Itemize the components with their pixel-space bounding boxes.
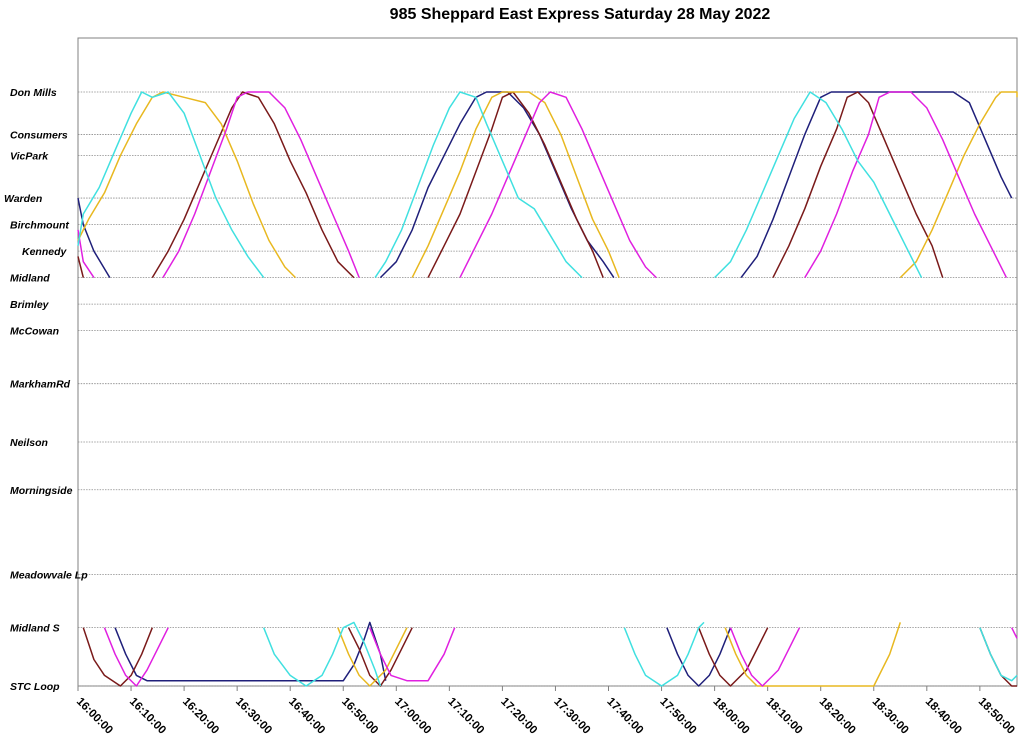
y-stop-label: VicPark bbox=[10, 151, 49, 163]
series-0-trip-1 bbox=[114, 621, 387, 682]
series-1-trip-5 bbox=[698, 627, 769, 687]
y-stop-label: Morningside bbox=[10, 485, 73, 497]
series-0-trip-0 bbox=[77, 197, 111, 278]
series-4-trip-3 bbox=[623, 621, 705, 687]
y-stop-label: Kennedy bbox=[22, 246, 68, 258]
y-stop-label: Consumers bbox=[10, 129, 68, 141]
series-3-trip-4 bbox=[459, 91, 657, 279]
x-tick-label: 16:00:00 bbox=[74, 696, 115, 737]
series-4-trip-5 bbox=[979, 627, 1018, 682]
series-1-trip-6 bbox=[772, 91, 944, 278]
series-1-trip-2 bbox=[151, 91, 355, 279]
series-3-trip-0 bbox=[77, 229, 95, 279]
series-1-trip-1 bbox=[82, 627, 153, 687]
x-tick-label: 17:00:00 bbox=[392, 696, 433, 737]
y-stop-label: Meadowvale Lp bbox=[10, 570, 88, 582]
x-tick-label: 18:00:00 bbox=[710, 696, 751, 737]
series-2-trip-2 bbox=[411, 91, 620, 278]
series-2-trip-4 bbox=[899, 91, 1018, 279]
series-3-trip-1 bbox=[103, 627, 169, 687]
series-3-trip-6 bbox=[804, 91, 1008, 278]
series-3-trip-5 bbox=[729, 627, 801, 687]
series-3-trip-3 bbox=[369, 627, 456, 682]
x-tick-label: 17:50:00 bbox=[657, 696, 698, 737]
x-tick-label: 18:50:00 bbox=[976, 696, 1017, 737]
x-tick-label: 18:10:00 bbox=[764, 696, 805, 737]
series-4-trip-2 bbox=[374, 91, 583, 279]
series-2-trip-0 bbox=[77, 91, 297, 279]
x-tick-label: 16:30:00 bbox=[233, 696, 274, 737]
series-4-trip-0 bbox=[77, 91, 265, 279]
chart-title: 985 Sheppard East Express Saturday 28 Ma… bbox=[389, 6, 771, 23]
plot-area-border bbox=[77, 37, 1018, 687]
series-1-trip-0 bbox=[77, 256, 85, 278]
x-tick-label: 17:20:00 bbox=[498, 696, 539, 737]
series-0-trip-4 bbox=[740, 91, 1013, 279]
series-1-trip-7 bbox=[979, 627, 1017, 687]
grid-layer bbox=[78, 91, 1017, 687]
series-4-trip-1 bbox=[263, 621, 382, 687]
y-stop-label: Birchmount bbox=[10, 220, 69, 232]
y-stop-label: MarkhamRd bbox=[10, 379, 71, 391]
y-stop-label: STC Loop bbox=[10, 681, 60, 693]
x-tick-label: 17:10:00 bbox=[445, 696, 486, 737]
stop-label-layer: Don Mills Consumers VicPark Warden Birchmoun… bbox=[4, 87, 88, 693]
y-stop-label: Neilson bbox=[10, 437, 48, 449]
x-tick-label: 16:40:00 bbox=[286, 696, 327, 737]
y-stop-label: Don Mills bbox=[10, 87, 57, 99]
series-2-trip-1 bbox=[337, 627, 408, 687]
x-tick-label: 17:30:00 bbox=[551, 696, 592, 737]
x-tick-label: 16:10:00 bbox=[127, 696, 168, 737]
x-tick-label: 17:40:00 bbox=[604, 696, 645, 737]
series-0-trip-2 bbox=[379, 91, 615, 279]
series-layer bbox=[77, 91, 1018, 687]
series-0-trip-3 bbox=[666, 627, 732, 687]
y-stop-label: Brimley bbox=[10, 299, 50, 311]
y-stop-label: Midland bbox=[10, 273, 50, 285]
x-tick-layer: 16:00:00 16:10:00 16:20:00 16:30:00 16:40:00… bbox=[74, 686, 1017, 737]
x-tick-label: 16:20:00 bbox=[180, 696, 221, 737]
x-tick-label: 16:50:00 bbox=[339, 696, 380, 737]
x-tick-label: 18:30:00 bbox=[870, 696, 911, 737]
x-tick-label: 18:40:00 bbox=[923, 696, 964, 737]
x-tick-label: 18:20:00 bbox=[817, 696, 858, 737]
y-stop-label: Warden bbox=[4, 193, 42, 205]
y-stop-label: McCowan bbox=[10, 326, 59, 338]
series-3-trip-2 bbox=[162, 91, 360, 278]
y-stop-label: Midland S bbox=[10, 623, 60, 635]
series-4-trip-4 bbox=[714, 91, 923, 279]
series-2-trip-3 bbox=[724, 622, 902, 687]
series-3-trip-7 bbox=[1011, 627, 1018, 639]
